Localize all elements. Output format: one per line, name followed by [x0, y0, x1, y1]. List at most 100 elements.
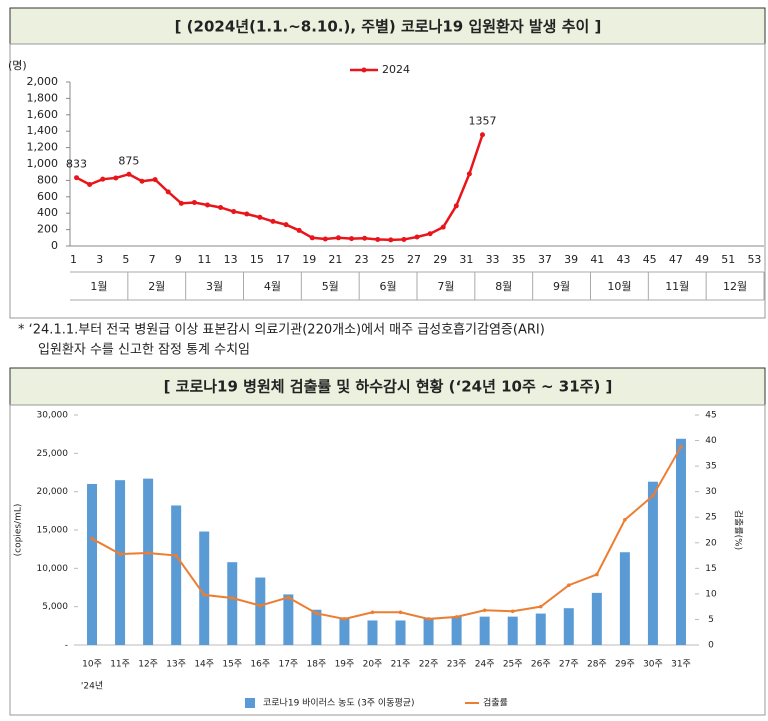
legend-label: 검출률: [483, 697, 508, 709]
bar: [87, 484, 98, 645]
data-label: 833: [66, 158, 87, 171]
x-tick-label: 25주: [503, 659, 523, 670]
data-label: 875: [118, 154, 139, 167]
month-label: 9월: [553, 280, 570, 293]
x-tick-label: 19: [302, 253, 316, 266]
y2-tick-label: 40: [705, 436, 717, 446]
bar: [451, 616, 462, 645]
bar: [143, 478, 154, 645]
data-point: [113, 175, 119, 181]
data-point: [202, 593, 207, 597]
x-tick-label: 11: [197, 253, 211, 266]
bar: [619, 552, 630, 645]
data-point: [427, 231, 433, 237]
y-tick-label: 800: [37, 173, 58, 186]
x-tick-label: 29: [433, 253, 447, 266]
header-box: [9, 367, 766, 406]
x-tick-label: 21주: [391, 659, 411, 670]
month-label: 2월: [148, 280, 165, 293]
x-tick-label: 14주: [194, 659, 214, 670]
x-tick-label: 31: [459, 253, 473, 266]
y-tick-label: 25,000: [37, 449, 69, 459]
x-tick-label: 23: [355, 253, 369, 266]
y-tick-label: 15,000: [37, 526, 69, 536]
y-tick-label: 0: [51, 239, 58, 252]
month-label: 10월: [607, 280, 631, 293]
data-point: [204, 202, 210, 208]
y2-tick-label: 45: [705, 411, 716, 421]
bar: [171, 505, 182, 645]
y-tick-label: 5,000: [42, 602, 68, 612]
x-tick-label: 51: [721, 253, 735, 266]
legend-swatch: [361, 67, 367, 73]
data-line: [91, 446, 682, 620]
legend-label: 2024: [382, 63, 410, 76]
x-tick-label: 21: [328, 253, 342, 266]
data-point: [74, 175, 80, 181]
x-tick-label: 30주: [643, 659, 663, 670]
data-point: [270, 218, 276, 224]
x-tick-label: 17: [276, 253, 290, 266]
y-tick-label: 1,800: [27, 91, 59, 104]
x-tick-label: 39: [564, 253, 578, 266]
y-tick-label: -: [65, 641, 68, 651]
bar: [199, 531, 210, 645]
y2-tick-label: 0: [708, 641, 714, 651]
x-tick-label: 10주: [82, 659, 102, 670]
data-point: [90, 536, 94, 541]
x-tick-label: 20주: [363, 659, 383, 670]
x-tick-label: 27주: [559, 659, 579, 670]
data-point: [139, 178, 145, 184]
data-point: [87, 182, 93, 187]
data-point: [362, 235, 368, 241]
data-point: [191, 200, 197, 206]
data-point: [342, 617, 347, 621]
month-label: 3월: [206, 280, 223, 293]
x-tick-label: 33: [486, 253, 500, 266]
x-tick-label: 15주: [222, 659, 242, 670]
x-tick-label: 25: [381, 253, 395, 266]
x-tick-label: 15: [250, 253, 264, 266]
bar: [423, 618, 434, 645]
header-box: [9, 7, 766, 45]
bar: [675, 438, 686, 645]
bar: [479, 616, 490, 645]
data-point: [230, 596, 235, 600]
x-tick-label: 7: [149, 253, 156, 266]
x-tick-label: 41: [590, 253, 604, 266]
data-point: [623, 517, 627, 522]
data-point: [296, 227, 302, 233]
y-tick-label: 30,000: [37, 411, 69, 421]
x-axis-note: '24년: [81, 681, 103, 692]
x-tick-label: 17주: [278, 659, 298, 670]
x-tick-label: 47: [669, 253, 683, 266]
x-tick-label: 45: [643, 253, 657, 266]
data-point: [309, 235, 315, 241]
y-axis-label: (copies/mL): [14, 504, 24, 557]
bar: [255, 577, 266, 645]
bar: [591, 592, 602, 645]
x-tick-label: 13주: [166, 659, 186, 670]
data-point: [100, 176, 106, 182]
data-point: [538, 604, 543, 609]
bar: [367, 620, 378, 645]
y-tick-label: 10,000: [37, 564, 69, 574]
data-point: [651, 493, 655, 498]
x-tick-label: 28주: [587, 659, 607, 670]
x-tick-label: 9: [175, 253, 182, 266]
x-tick-label: 29주: [615, 659, 635, 670]
bar: [115, 480, 126, 645]
data-point: [370, 610, 375, 615]
y2-tick-label: 5: [708, 615, 714, 625]
bar: [563, 608, 574, 645]
chart-title: [ (2024년(1.1.~8.10.), 주별) 코로나19 입원환자 발생 …: [175, 18, 602, 36]
data-point: [401, 236, 407, 242]
x-tick-label: 43: [617, 253, 631, 266]
x-tick-label: 23주: [447, 659, 467, 670]
data-point: [479, 132, 485, 138]
month-label: 4월: [264, 280, 281, 293]
x-tick-label: 22주: [419, 659, 439, 670]
x-tick-label: 53: [747, 253, 761, 266]
bar: [339, 617, 350, 645]
